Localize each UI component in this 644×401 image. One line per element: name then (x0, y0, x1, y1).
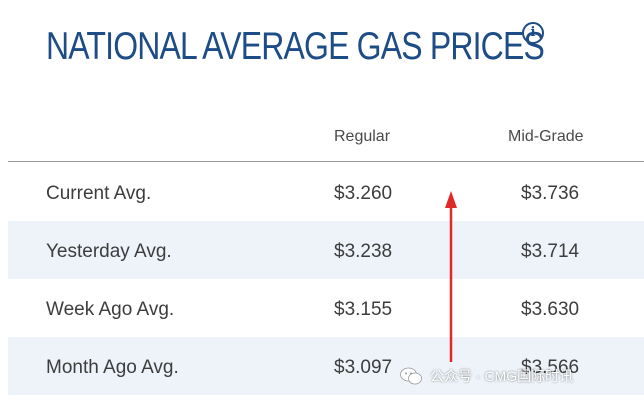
watermark: 公众号 · CMG国际时讯 (400, 364, 573, 388)
table-row: Yesterday Avg. $3.238 $3.714 (8, 221, 644, 279)
regular-price: $3.097 (334, 357, 393, 378)
mid-grade-price: $3.736 (521, 183, 580, 204)
watermark-text: 公众号 · CMG国际时讯 (430, 368, 574, 384)
column-header-mid-grade: Mid-Grade (508, 128, 584, 145)
regular-price: $3.155 (334, 299, 393, 320)
mid-grade-price: $3.714 (521, 241, 580, 262)
row-label: Month Ago Avg. (46, 357, 179, 378)
row-label: Current Avg. (46, 183, 152, 204)
table-row: Month Ago Avg. $3.097 $3.566 (8, 337, 644, 395)
header-divider (8, 161, 644, 162)
mid-grade-price: $3.630 (521, 299, 580, 320)
regular-price: $3.238 (334, 241, 393, 262)
regular-price: $3.260 (334, 183, 393, 204)
mid-grade-price: $3.566 (521, 357, 580, 378)
wechat-icon (400, 367, 422, 385)
table-row: Current Avg. $3.260 $3.736 (8, 163, 644, 221)
column-header-regular: Regular (334, 128, 391, 145)
page-title: NATIONAL AVERAGE GAS PRICES (46, 25, 545, 68)
table-row: Week Ago Avg. $3.155 $3.630 (8, 279, 644, 337)
row-label: Yesterday Avg. (46, 241, 172, 262)
info-icon[interactable]: i (522, 22, 544, 44)
row-label: Week Ago Avg. (46, 299, 175, 320)
